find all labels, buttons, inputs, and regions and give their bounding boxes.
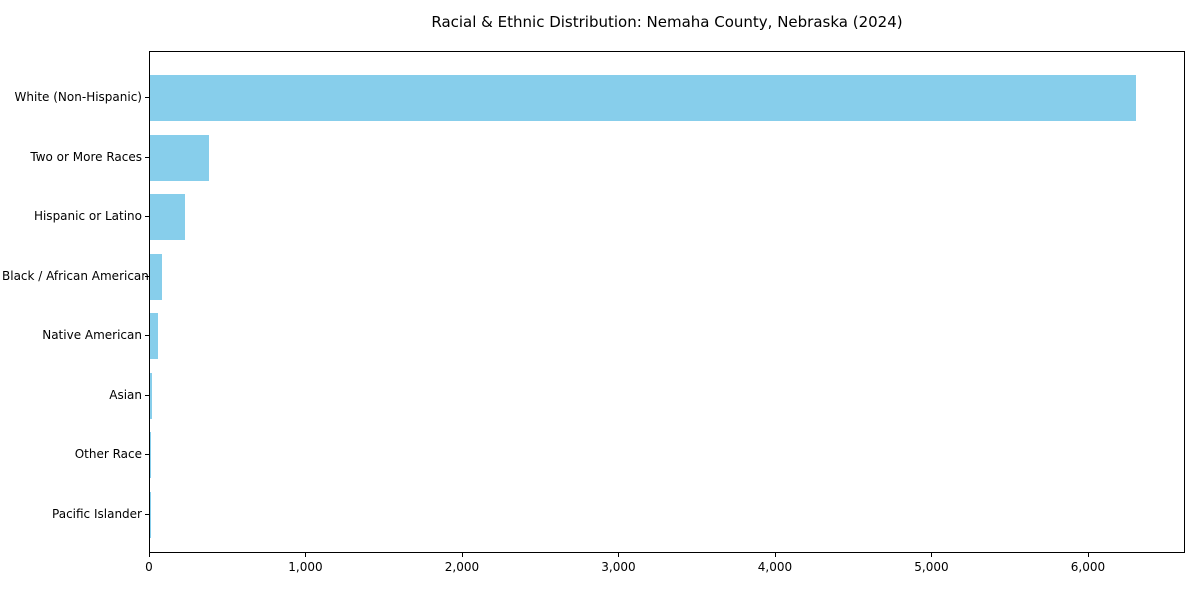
x-tick-label: 0 xyxy=(145,560,153,574)
y-tick-mark xyxy=(145,216,149,217)
y-tick-mark xyxy=(145,275,149,277)
y-tick-mark xyxy=(145,335,149,336)
x-tick-label: 6,000 xyxy=(1070,560,1106,574)
x-tick-label: 5,000 xyxy=(914,560,949,574)
x-tick-mark xyxy=(149,553,150,557)
bar-asian xyxy=(150,372,152,419)
bar-black-african-american xyxy=(150,253,163,300)
bar-two-or-more-races xyxy=(150,134,209,181)
bar-white-non-hispanic xyxy=(150,75,1136,121)
x-tick-label: 4,000 xyxy=(757,560,793,574)
x-tick-label: 3,000 xyxy=(601,560,636,574)
y-tick-label: Pacific Islander xyxy=(52,506,142,521)
y-tick-label: Hispanic or Latino xyxy=(33,209,142,223)
y-tick-mark xyxy=(145,513,149,515)
x-tick-mark xyxy=(1087,553,1089,557)
y-tick-label: Two or More Races xyxy=(30,149,142,164)
x-tick-mark xyxy=(305,553,307,557)
plot-area xyxy=(149,51,1185,553)
y-tick-mark xyxy=(145,394,149,396)
y-tick-label: Other Race xyxy=(74,447,142,461)
y-tick-mark xyxy=(145,156,149,158)
bar-native-american xyxy=(150,313,158,359)
y-tick-mark xyxy=(145,97,149,98)
x-tick-label: 2,000 xyxy=(444,560,480,574)
y-tick-label: Black / African American xyxy=(2,268,149,283)
y-tick-label: White (Non-Hispanic) xyxy=(14,90,142,104)
x-tick-label: 1,000 xyxy=(288,560,323,574)
bar-hispanic-or-latino xyxy=(150,194,186,240)
x-tick-mark xyxy=(461,553,463,557)
x-tick-mark xyxy=(931,553,933,557)
y-tick-mark xyxy=(145,454,149,455)
x-tick-mark xyxy=(774,553,776,557)
x-tick-mark xyxy=(618,553,620,557)
y-tick-label: Native American xyxy=(42,328,142,342)
y-tick-label: Asian xyxy=(109,387,142,402)
chart-title: Racial & Ethnic Distribution: Nemaha Cou… xyxy=(431,13,903,31)
